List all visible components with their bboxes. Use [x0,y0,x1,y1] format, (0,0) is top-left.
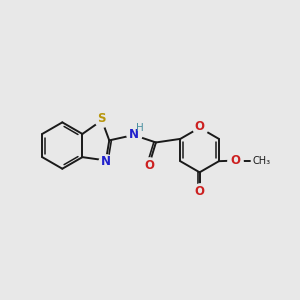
Text: N: N [129,128,139,141]
Text: CH₃: CH₃ [253,156,271,166]
Text: N: N [101,155,111,168]
Text: S: S [98,112,106,125]
Text: H: H [136,123,143,133]
Text: O: O [195,120,205,133]
Text: O: O [230,154,240,167]
Text: O: O [144,159,154,172]
Text: O: O [195,184,205,198]
